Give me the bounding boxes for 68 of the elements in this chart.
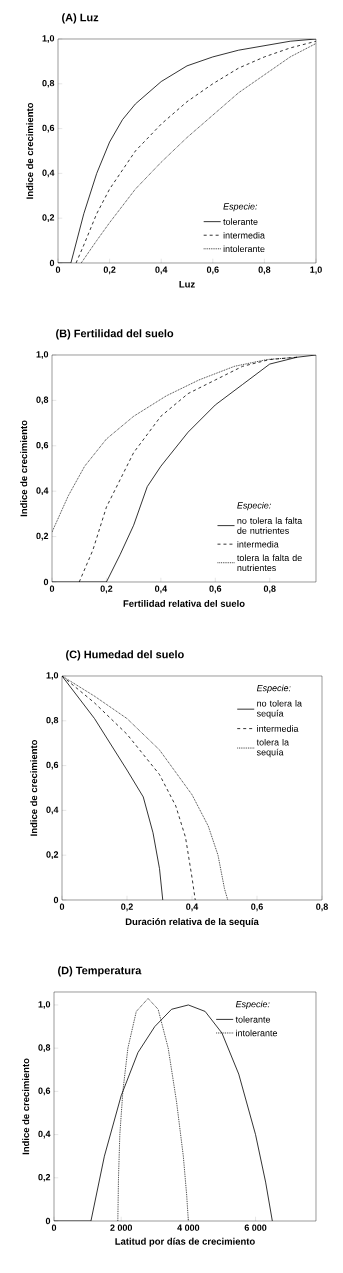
x-tick-label: 1,0 (310, 266, 322, 275)
y-axis-title: Indice de crecimiento (22, 1058, 30, 1155)
legend-label: tolerante (223, 218, 258, 225)
y-tick-label: 0,4 (46, 806, 59, 815)
y-tick-label: 0 (45, 1217, 51, 1225)
y-tick-label: 0,4 (38, 1130, 51, 1139)
chart-title: (C) Humedad del suelo (66, 650, 184, 661)
legend-label: tolera la falta de nutrientes (237, 554, 302, 571)
x-tick-label: 0,2 (103, 266, 116, 275)
x-tick-label: 0,6 (209, 585, 222, 594)
y-tick-label: 0,8 (42, 79, 55, 88)
legend-label: no tolera la falta de nutrientes (237, 517, 303, 534)
y-tick-label: 0,2 (38, 1173, 51, 1182)
y-axis-title: Indice de crecimiento (30, 739, 38, 836)
x-tick-label: 0 (59, 903, 65, 910)
legend-label: intermedia (237, 540, 279, 548)
x-tick-label: 0,6 (251, 903, 263, 912)
legend-title: Especie: (223, 203, 258, 212)
y-axis-title: Indice de crecimiento (20, 420, 28, 517)
y-tick-label: 0,8 (46, 716, 59, 725)
y-tick-label: 0 (43, 578, 49, 586)
chart-title: (A) Luz (62, 13, 99, 24)
y-tick-label: 0,6 (42, 124, 55, 133)
x-tick-label: 6 000 (244, 1224, 267, 1231)
x-tick-label: 0,6 (206, 266, 219, 275)
y-tick-label: 0,8 (38, 1044, 51, 1052)
legend-title: Especie: (256, 684, 291, 694)
x-tick-label: 0,4 (186, 903, 199, 912)
x-tick-label: 0,2 (121, 903, 133, 912)
x-axis-title: Latitud por días de crecimiento (115, 1237, 255, 1247)
x-tick-label: 0,8 (316, 903, 328, 912)
chart-title: (B) Fertilidad del suelo (56, 329, 174, 340)
y-axis-title: Indice de crecimiento (26, 102, 34, 199)
y-tick-label: 0,2 (42, 214, 55, 223)
y-tick-label: 0,6 (46, 761, 59, 770)
legend-label: no tolera la sequía (256, 700, 302, 719)
y-tick-label: 0 (49, 259, 55, 267)
x-tick-label: 0,8 (258, 266, 271, 275)
x-axis-title: Luz (179, 280, 195, 288)
x-tick-label: 0,4 (154, 585, 168, 594)
x-tick-label: 0,8 (263, 585, 276, 594)
x-tick-label: 2 000 (110, 1224, 133, 1231)
y-tick-label: 0,6 (38, 1087, 51, 1096)
x-tick-label: 4 000 (177, 1224, 200, 1231)
y-tick-label: 0,8 (36, 396, 49, 405)
x-tick-label: 0,2 (100, 585, 113, 594)
y-tick-label: 0,6 (36, 441, 49, 450)
y-tick-label: 1,0 (42, 35, 55, 43)
legend-label: tolera la sequía (256, 738, 290, 758)
x-axis-title: Fertilidad relativa del suelo (123, 600, 245, 607)
legend-label: intermedia (223, 231, 265, 239)
legend-title: Especie: (237, 502, 271, 511)
y-tick-label: 0 (53, 896, 59, 904)
y-tick-label: 1,0 (46, 672, 59, 680)
chart-title: (D) Temperatura (58, 966, 142, 977)
legend-label: intolerante (236, 1029, 278, 1037)
legend-label: intolerante (223, 245, 265, 253)
y-tick-label: 1,0 (38, 1001, 51, 1009)
x-axis-title: Duración relativa de la sequía (125, 918, 259, 927)
y-tick-label: 0,4 (42, 169, 55, 178)
legend-title: Especie: (235, 1000, 270, 1010)
y-tick-label: 0,2 (36, 532, 49, 541)
legend-label: tolerante (235, 1016, 271, 1023)
y-tick-label: 0,4 (36, 487, 49, 496)
y-tick-label: 1,0 (36, 351, 49, 359)
x-tick-label: 0,4 (155, 266, 168, 275)
legend-label: intermedia (257, 725, 299, 732)
y-tick-label: 0,2 (46, 851, 59, 860)
